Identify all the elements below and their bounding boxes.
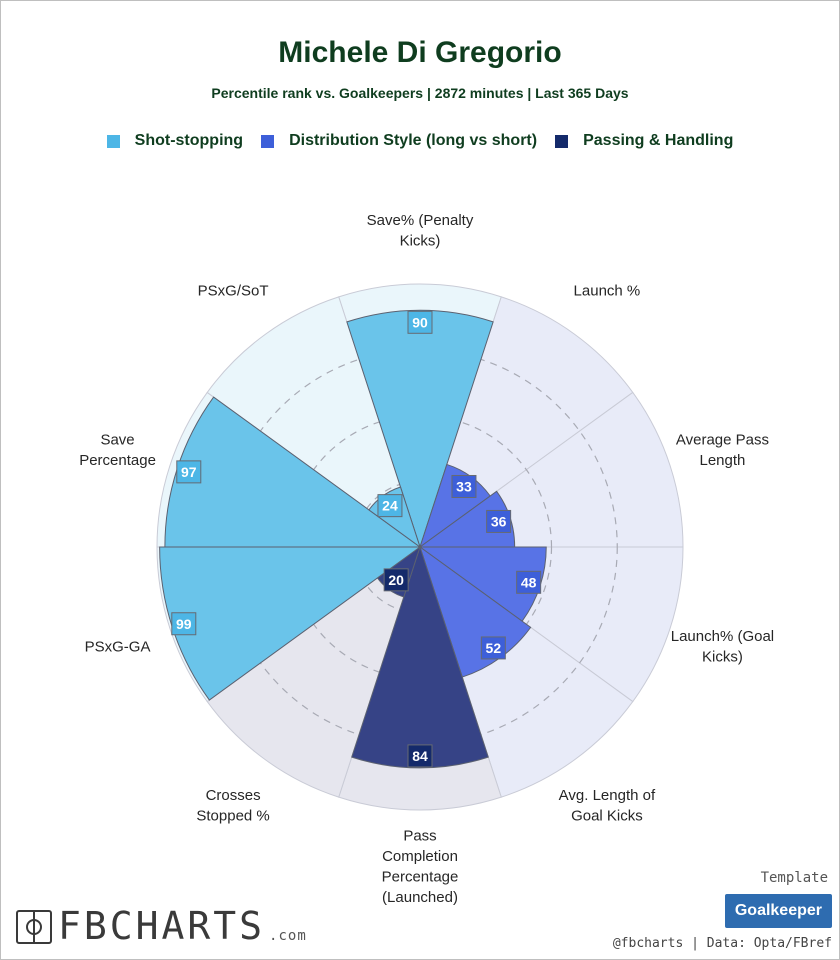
background-wedge xyxy=(206,296,421,549)
value-label: 36 xyxy=(491,513,507,529)
value-label: 52 xyxy=(486,640,502,656)
value-label-box xyxy=(451,474,477,498)
value-label: 33 xyxy=(456,478,472,494)
legend-label: Passing & Handling xyxy=(583,132,734,149)
value-label-box xyxy=(407,310,433,334)
value-label-box xyxy=(377,494,403,518)
legend-label: Distribution Style (long vs short) xyxy=(289,132,538,149)
value-label: 90 xyxy=(412,314,428,330)
brand-name: FBCHARTS xyxy=(58,904,266,948)
value-label-box xyxy=(516,570,542,594)
legend-swatch xyxy=(555,134,569,148)
value-label-box xyxy=(171,612,197,636)
category-label: Save% (Penalty Kicks) xyxy=(367,212,474,250)
category-label: Launch% (Goal Kicks) xyxy=(671,628,774,666)
category-label: PSxG-GA xyxy=(85,638,151,655)
data-bar xyxy=(351,545,489,769)
credits: @fbcharts | Data: Opta/FBref xyxy=(612,936,832,951)
template-label: Template xyxy=(760,870,828,886)
value-label: 97 xyxy=(181,464,197,480)
chart-subtitle: Percentile rank vs. Goalkeepers | 2872 m… xyxy=(211,85,629,101)
legend-label: Shot-stopping xyxy=(134,132,244,149)
value-label: 24 xyxy=(382,498,398,514)
legend-swatch xyxy=(261,134,275,148)
legend-swatch xyxy=(106,134,120,148)
category-label: Crosses Stopped % xyxy=(196,787,269,825)
legend-item-passing: Passing & Handling xyxy=(555,132,733,150)
gridline-circle xyxy=(287,414,553,680)
category-label: Launch % xyxy=(574,283,641,300)
value-label: 84 xyxy=(412,748,428,764)
legend-item-distribution: Distribution Style (long vs short) xyxy=(261,132,537,150)
data-bar xyxy=(346,309,494,549)
value-label: 20 xyxy=(388,572,404,588)
fbcharts-logo: FBCHARTS .com xyxy=(16,904,307,948)
category-label: PSxG/SoT xyxy=(198,283,269,300)
legend: Shot-stopping Distribution Style (long v… xyxy=(0,132,840,150)
category-label: Save Percentage xyxy=(79,431,156,469)
category-label: Avg. Length of Goal Kicks xyxy=(559,787,656,825)
value-label: 48 xyxy=(521,574,537,590)
category-label: Average Pass Length xyxy=(676,431,769,469)
category-label: Pass Completion Percentage (Launched) xyxy=(382,827,459,906)
value-label-box xyxy=(407,744,433,768)
legend-item-shot-stopping: Shot-stopping xyxy=(106,132,244,150)
value-label-box xyxy=(480,636,506,660)
value-label-box xyxy=(383,568,409,592)
value-label: 99 xyxy=(176,616,192,632)
background-wedge xyxy=(206,545,421,798)
value-label-box xyxy=(176,460,202,484)
value-label-box xyxy=(486,509,512,533)
template-badge: Goalkeeper xyxy=(724,894,832,928)
pitch-icon xyxy=(16,910,52,944)
brand-suffix: .com xyxy=(269,928,307,944)
chart-title: Michele Di Gregorio xyxy=(278,36,562,69)
